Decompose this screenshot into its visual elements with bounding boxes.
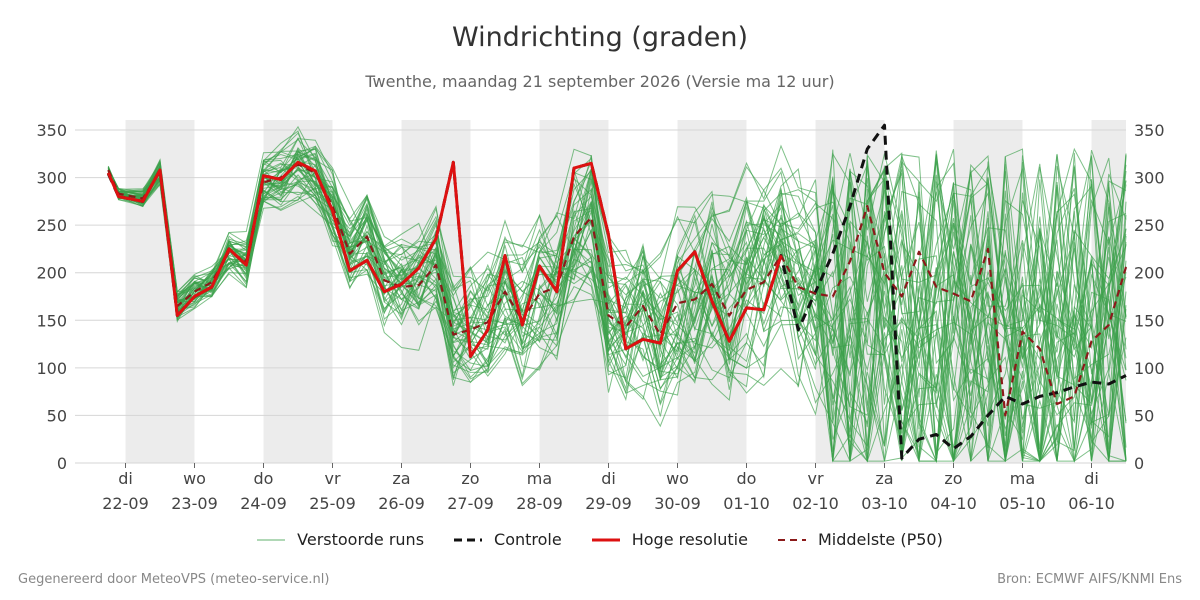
chart-title: Windrichting (graden): [451, 22, 749, 53]
legend-swatch-hoge-resolutie: [591, 538, 620, 541]
x-tick-date-label: 30-09: [654, 494, 701, 513]
ensemble-member-line: [107, 160, 1127, 463]
x-tick-day-label: vr: [324, 469, 340, 488]
legend-item-controle: Controle: [454, 530, 562, 549]
x-tick-day-label: zo: [944, 469, 962, 488]
night-band: [677, 120, 747, 463]
ensemble-member-line: [107, 138, 1127, 452]
ensemble-member-line: [107, 147, 1127, 462]
legend-label-controle: Controle: [494, 530, 562, 549]
y-tick-label-right: 300: [1134, 169, 1165, 188]
x-tick-date-label: 29-09: [585, 494, 632, 513]
ensemble-member-line: [107, 168, 1127, 463]
x-tick-day-label: di: [601, 469, 616, 488]
y-tick-label-right: 50: [1134, 406, 1154, 425]
x-tick-day-label: di: [1084, 469, 1099, 488]
y-tick-label-left: 250: [36, 216, 67, 235]
legend-label-members: Verstoorde runs: [297, 530, 425, 549]
y-tick-label-right: 250: [1134, 216, 1165, 235]
footer-source: Bron: ECMWF AIFS/KNMI Ens: [997, 572, 1182, 587]
y-tick-label-left: 150: [36, 311, 67, 330]
legend-item-p50: Middelste (P50): [777, 530, 943, 549]
series-line-hoge-resolutie: [106, 160, 783, 358]
x-tick-date-label: 26-09: [378, 494, 425, 513]
ensemble-member-line: [107, 168, 1127, 462]
main-series: [106, 123, 1128, 460]
legend-swatch-controle: [454, 538, 483, 541]
y-axis-left: 0 50 100 150 200 250 300 350: [36, 121, 67, 473]
y-tick-label-right: 150: [1134, 311, 1165, 330]
ensemble-member-line: [107, 159, 1127, 462]
y-tick-label-left: 300: [36, 169, 67, 188]
chart-subtitle: Twenthe, maandag 21 september 2026 (Vers…: [365, 72, 835, 91]
x-tick-date-label: 28-09: [516, 494, 563, 513]
x-tick-day-label: za: [392, 469, 410, 488]
x-tick-date-label: 23-09: [171, 494, 218, 513]
x-tick-day-label: wo: [666, 469, 689, 488]
x-tick-day-label: wo: [183, 469, 206, 488]
y-tick-label-left: 100: [36, 359, 67, 378]
x-tick-date-label: 02-10: [792, 494, 839, 513]
ensemble-member-line: [107, 152, 1127, 463]
x-tick-day-label: zo: [461, 469, 479, 488]
y-tick-label-left: 200: [36, 264, 67, 283]
x-tick-day-label: ma: [527, 469, 552, 488]
x-tick-date-label: 05-10: [999, 494, 1046, 513]
ensemble-member-line: [107, 148, 1127, 463]
wind-direction-chart: 0 50 100 150 200 250 300 350 0 50 100 150 200 250 300…: [36, 120, 1165, 513]
x-tick-day-label: za: [875, 469, 893, 488]
ensemble-member-line: [107, 145, 1127, 462]
x-tick-date-label: 22-09: [102, 494, 149, 513]
x-axis: di 22-09 wo 23-09 do 24-09 vr 25-09 za 26-09 zo 27-…: [102, 463, 1115, 513]
legend-swatch-members: [257, 539, 286, 540]
legend-swatch-p50: [777, 538, 806, 541]
y-axis-right: 0 50 100 150 200 250 300 350: [1134, 121, 1165, 473]
ensemble-member-line: [107, 152, 1127, 462]
y-tick-label-right: 350: [1134, 121, 1165, 140]
legend-item-hoge-resolutie: Hoge resolutie: [591, 530, 748, 549]
x-tick-day-label: ma: [1010, 469, 1035, 488]
legend: Verstoorde runs Controle Hoge resolutie …: [0, 530, 1200, 549]
legend-label-p50: Middelste (P50): [817, 530, 943, 549]
y-tick-label-right: 0: [1134, 454, 1144, 473]
x-tick-date-label: 24-09: [240, 494, 287, 513]
x-tick-day-label: do: [737, 469, 757, 488]
x-tick-day-label: vr: [807, 469, 823, 488]
legend-item-members: Verstoorde runs: [257, 530, 424, 549]
footer-generator: Gegenereerd door MeteoVPS (meteo-service…: [18, 572, 330, 587]
ensemble-members: [107, 125, 1127, 464]
ensemble-member-line: [107, 152, 1127, 462]
x-tick-date-label: 03-10: [861, 494, 908, 513]
ensemble-member-line: [107, 151, 1127, 462]
x-tick-day-label: di: [118, 469, 133, 488]
x-tick-date-label: 25-09: [309, 494, 356, 513]
x-tick-day-label: do: [254, 469, 274, 488]
y-tick-label-right: 100: [1134, 359, 1165, 378]
x-tick-date-label: 06-10: [1068, 494, 1115, 513]
y-tick-label-left: 0: [57, 454, 67, 473]
x-tick-date-label: 01-10: [723, 494, 770, 513]
legend-label-hoge-resolutie: Hoge resolutie: [631, 530, 748, 549]
x-tick-date-label: 27-09: [447, 494, 494, 513]
y-tick-label-left: 50: [47, 406, 67, 425]
y-tick-label-right: 200: [1134, 264, 1165, 283]
y-tick-label-left: 350: [36, 121, 67, 140]
x-tick-date-label: 04-10: [930, 494, 977, 513]
